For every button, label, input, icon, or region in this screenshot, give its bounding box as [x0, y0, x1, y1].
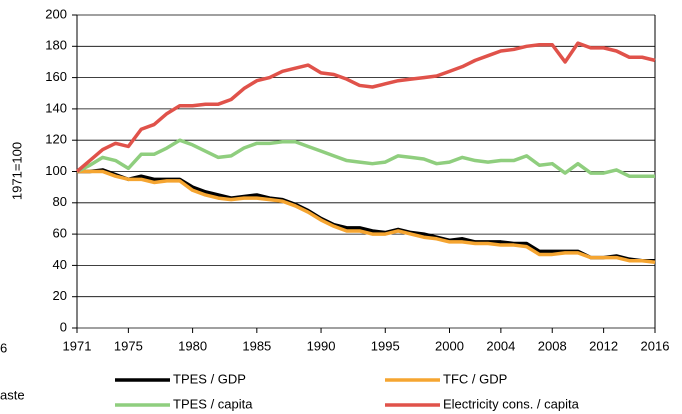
x-tick-label: 1995 [371, 338, 400, 353]
x-tick-label: 2000 [435, 338, 464, 353]
x-tick-label: 1980 [178, 338, 207, 353]
series-line [75, 41, 656, 173]
legend-label: TPES / GDP [173, 371, 246, 386]
y-tick-label: 100 [45, 163, 67, 178]
x-tick-label: 2016 [641, 338, 670, 353]
series-line [77, 169, 656, 265]
series-line [76, 138, 655, 178]
y-tick-label: 160 [45, 69, 67, 84]
x-tick-label: 1971 [63, 338, 92, 353]
y-tick-label: 120 [45, 132, 67, 147]
legend-label: TFC / GDP [443, 371, 507, 386]
y-tick-label: 40 [53, 257, 67, 272]
x-tick-label: 1990 [307, 338, 336, 353]
annotation: aste [0, 387, 25, 402]
legend-label: Electricity cons. / capita [443, 396, 580, 411]
x-tick-label: 1975 [114, 338, 143, 353]
y-tick-label: 60 [53, 226, 67, 241]
x-tick-label: 2004 [486, 338, 515, 353]
y-tick-label: 200 [45, 6, 67, 21]
y-tick-label: 0 [60, 319, 67, 334]
x-tick-label: 2008 [538, 338, 567, 353]
y-axis-label: 1971=100 [9, 142, 24, 200]
y-tick-label: 80 [53, 194, 67, 209]
x-tick-label: 2012 [589, 338, 618, 353]
series-line [77, 168, 655, 263]
x-tick-label: 1985 [242, 338, 271, 353]
y-tick-label: 20 [53, 288, 67, 303]
annotation: 6 [0, 340, 7, 355]
legend-label: TPES / capita [173, 396, 253, 411]
y-tick-label: 140 [45, 100, 67, 115]
y-tick-label: 180 [45, 38, 67, 53]
